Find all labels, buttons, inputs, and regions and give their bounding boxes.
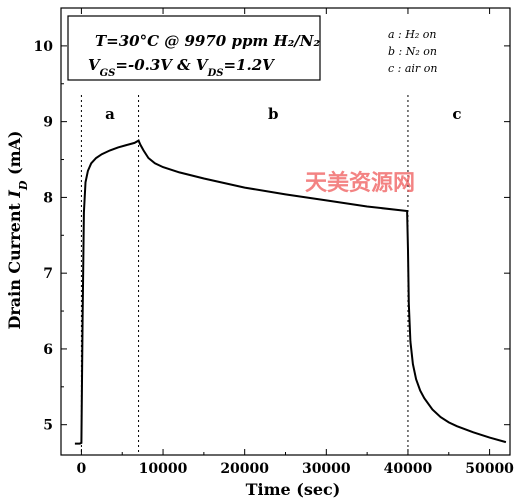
y-tick-label: 5 — [43, 418, 53, 434]
x-tick-label: 40000 — [384, 461, 433, 477]
annotation-line-1: T=30°C @ 9970 ppm H₂/N₂ — [95, 32, 320, 50]
y-axis-title-unit: (mA) — [5, 130, 24, 180]
watermark: 天美资源网 — [305, 170, 415, 196]
y-tick-label: 9 — [43, 115, 53, 131]
y-tick-label: 6 — [43, 342, 53, 358]
y-tick-label: 10 — [34, 39, 54, 55]
y-axis-title-var: I — [5, 190, 24, 199]
x-tick-label: 30000 — [302, 461, 351, 477]
y-tick-label: 7 — [43, 266, 53, 282]
x-tick-label: 20000 — [220, 461, 269, 477]
y-axis-title-prefix: Drain Current — [5, 198, 24, 330]
annotation-line-2-part: V — [88, 56, 101, 74]
phase-label: a — [105, 105, 115, 123]
x-tick-label: 10000 — [139, 461, 188, 477]
phase-label: b — [268, 105, 279, 123]
x-tick-label: 50000 — [465, 461, 514, 477]
x-tick-label: 0 — [77, 461, 87, 477]
phase-legend-note: b : N₂ on — [388, 45, 437, 58]
x-axis-title: Time (sec) — [246, 480, 341, 499]
phase-legend-note: a : H₂ on — [388, 28, 436, 41]
x-axis-ticks: 0 10000 20000 30000 40000 50000 — [77, 8, 514, 477]
drain-current-line — [74, 139, 507, 445]
annotation-line-2-part: GS — [100, 68, 116, 79]
annotation-line-2-part: =1.2V — [223, 56, 275, 74]
y-tick-label: 8 — [43, 190, 53, 206]
y-axis-title: Drain Current ID (mA) — [5, 130, 30, 329]
y-axis-title-sub: D — [17, 180, 30, 191]
phase-dividers — [80, 95, 409, 455]
condition-annotation: T=30°C @ 9970 ppm H₂/N₂ VGS=-0.3V & VDS=… — [67, 15, 321, 81]
phase-legend-notes: a : H₂ on b : N₂ on c : air on — [388, 28, 437, 75]
phase-labels: a b c — [105, 105, 461, 123]
y-axis-ticks: 5 6 7 8 9 10 — [34, 7, 510, 434]
annotation-line-2-part: =-0.3V & V — [115, 56, 209, 74]
annotation-line-2: VGS=-0.3V & VDS=1.2V — [88, 56, 275, 79]
phase-legend-note: c : air on — [388, 62, 437, 75]
phase-label: c — [452, 105, 461, 123]
annotation-line-2-part: DS — [207, 68, 224, 79]
